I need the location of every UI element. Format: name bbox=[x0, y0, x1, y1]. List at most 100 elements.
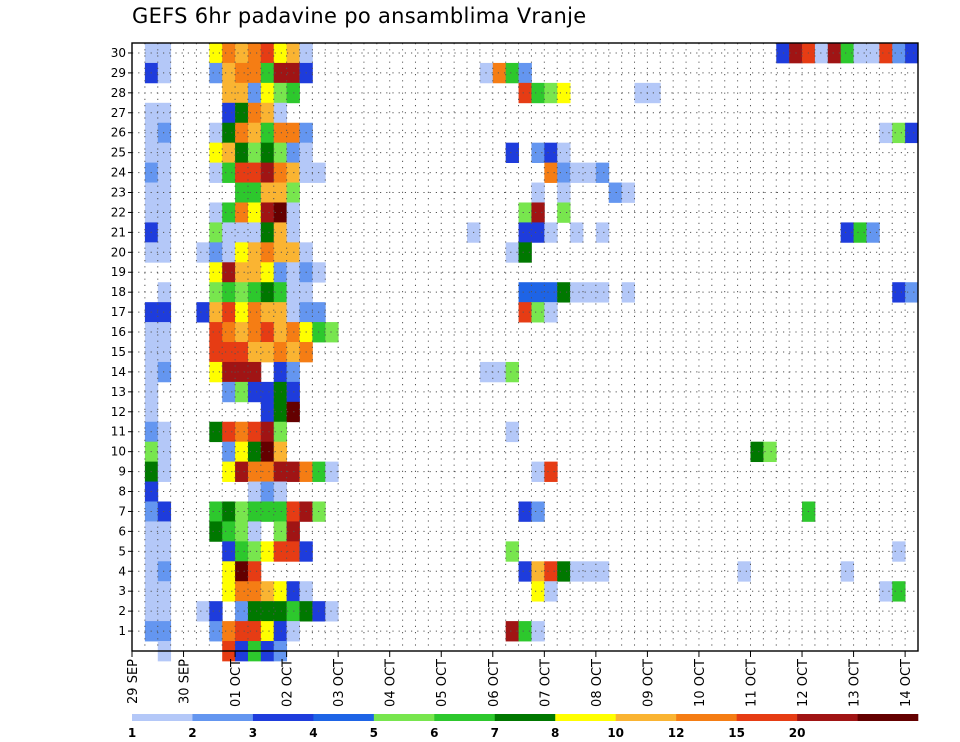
heatmap-cell bbox=[235, 381, 249, 403]
heatmap-cell bbox=[247, 302, 262, 323]
heatmap-cell bbox=[247, 342, 262, 363]
heatmap-cell bbox=[247, 222, 262, 243]
y-tick-label: 30 bbox=[111, 46, 126, 60]
heatmap-cell bbox=[247, 142, 262, 163]
heatmap-cell bbox=[235, 262, 249, 283]
heatmap-cell bbox=[157, 421, 172, 443]
x-tick-label: 13 OCT bbox=[848, 659, 863, 707]
heatmap-cell bbox=[273, 242, 288, 263]
heatmap-cell bbox=[531, 82, 545, 104]
heatmap-cell bbox=[157, 162, 172, 183]
heatmap-cell bbox=[518, 242, 532, 263]
heatmap-cell bbox=[531, 581, 545, 602]
heatmap-cell bbox=[157, 62, 172, 84]
colorbar-swatch bbox=[132, 714, 193, 721]
heatmap-cell bbox=[209, 142, 223, 163]
heatmap-cell bbox=[492, 361, 507, 383]
heatmap-cell bbox=[273, 62, 288, 84]
heatmap-cell bbox=[273, 621, 288, 642]
heatmap-cell bbox=[209, 621, 223, 642]
heatmap-cell bbox=[273, 401, 288, 423]
heatmap-cell bbox=[222, 262, 236, 283]
heatmap-cell bbox=[518, 62, 532, 84]
heatmap-cell bbox=[157, 182, 172, 203]
heatmap-cell bbox=[776, 43, 790, 64]
x-tick-label: 01 OCT bbox=[229, 659, 244, 707]
heatmap-cell bbox=[222, 302, 236, 323]
heatmap-cell bbox=[222, 521, 236, 542]
heatmap-cell bbox=[557, 182, 571, 203]
heatmap-cell bbox=[260, 182, 275, 203]
colorbar-swatch bbox=[736, 714, 798, 721]
heatmap-cell bbox=[518, 82, 532, 104]
heatmap-cell bbox=[840, 561, 854, 582]
heatmap-cell bbox=[531, 282, 545, 303]
heatmap-cell bbox=[273, 222, 288, 243]
heatmap-cell bbox=[531, 202, 545, 223]
heatmap-cell bbox=[544, 282, 558, 303]
colorbar-label: 1 bbox=[128, 726, 136, 740]
chart-title: GEFS 6hr padavine po ansamblima Vranje bbox=[132, 4, 587, 28]
heatmap-cell bbox=[235, 581, 249, 602]
heatmap-cell bbox=[222, 322, 236, 343]
heatmap-cell bbox=[235, 342, 249, 363]
heatmap-cell bbox=[260, 222, 275, 243]
heatmap-cell bbox=[235, 441, 249, 463]
heatmap-cell bbox=[209, 262, 223, 283]
heatmap-cell bbox=[222, 342, 236, 363]
heatmap-cell bbox=[840, 43, 854, 64]
colorbar-label: 7 bbox=[491, 726, 499, 740]
heatmap-cell bbox=[222, 581, 236, 602]
x-tick-label: 11 OCT bbox=[744, 659, 759, 707]
heatmap-cell bbox=[325, 322, 339, 343]
heatmap-cell bbox=[595, 282, 610, 303]
heatmap-cell bbox=[273, 142, 288, 163]
heatmap-cell bbox=[235, 142, 249, 163]
heatmap-cell bbox=[647, 82, 661, 104]
colorbar-swatch bbox=[615, 714, 677, 721]
heatmap-cell bbox=[531, 222, 545, 243]
heatmap-cell bbox=[273, 481, 288, 502]
heatmap-cell bbox=[209, 43, 223, 64]
heatmap-cell bbox=[247, 421, 262, 443]
heatmap-cell bbox=[209, 282, 223, 303]
colorbar-label: 10 bbox=[607, 726, 624, 740]
heatmap-cell bbox=[235, 43, 249, 64]
colorbar-label: 6 bbox=[430, 726, 438, 740]
heatmap-cell bbox=[222, 242, 236, 263]
x-tick-label: 14 OCT bbox=[899, 659, 914, 707]
y-tick-label: 23 bbox=[111, 186, 126, 200]
heatmap-cell bbox=[157, 242, 172, 263]
y-tick-label: 29 bbox=[111, 66, 126, 80]
heatmap-cell bbox=[595, 162, 610, 183]
heatmap-cell bbox=[247, 521, 262, 542]
heatmap-cell bbox=[157, 322, 172, 343]
heatmap-cell bbox=[273, 541, 288, 562]
heatmap-cell bbox=[892, 581, 906, 602]
heatmap-cell bbox=[209, 361, 223, 383]
heatmap-cell bbox=[608, 182, 623, 203]
y-tick-label: 27 bbox=[111, 106, 126, 120]
heatmap-cell bbox=[222, 501, 236, 522]
y-tick-label: 16 bbox=[111, 325, 126, 339]
y-tick-label: 9 bbox=[118, 465, 126, 479]
heatmap-cell bbox=[905, 282, 919, 303]
heatmap-cell bbox=[235, 501, 249, 522]
heatmap-cell bbox=[247, 202, 262, 223]
heatmap-cell bbox=[531, 501, 545, 522]
heatmap-cell bbox=[247, 501, 262, 522]
heatmap-cell bbox=[157, 561, 172, 582]
heatmap-cell bbox=[260, 481, 275, 502]
colorbar-swatch bbox=[857, 714, 919, 721]
heatmap-cell bbox=[247, 541, 262, 562]
heatmap-cell bbox=[209, 222, 223, 243]
heatmap-cell bbox=[557, 202, 571, 223]
heatmap-cell bbox=[235, 122, 249, 144]
heatmap-cell bbox=[235, 561, 249, 582]
heatmap-cell bbox=[273, 182, 288, 203]
heatmap-cell bbox=[247, 322, 262, 343]
heatmap-cell bbox=[222, 541, 236, 562]
heatmap-cell bbox=[273, 601, 288, 622]
x-tick-label: 07 OCT bbox=[538, 659, 553, 707]
heatmap-cell bbox=[827, 43, 842, 64]
